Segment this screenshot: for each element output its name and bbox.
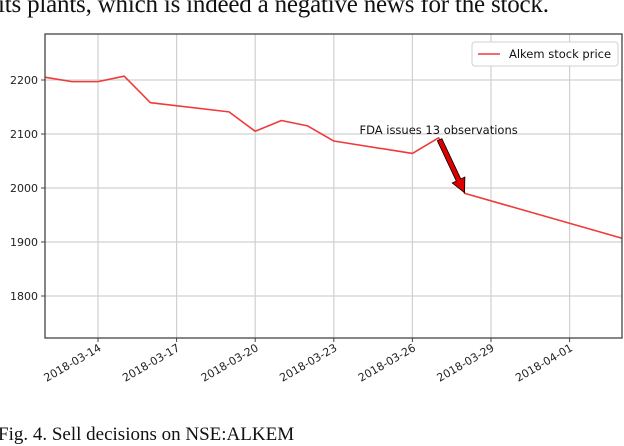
legend-label: Alkem stock price bbox=[509, 47, 611, 61]
y-tick-label: 2100 bbox=[10, 128, 38, 141]
y-tick-label: 2200 bbox=[10, 74, 38, 87]
legend: Alkem stock price bbox=[471, 41, 619, 67]
x-tick-label: 2018-03-26 bbox=[356, 341, 418, 384]
annotation-arrow-icon bbox=[436, 138, 466, 194]
annotation-text: FDA issues 13 observations bbox=[359, 123, 517, 137]
grid-lines bbox=[45, 34, 622, 338]
fda-annotation: FDA issues 13 observations bbox=[359, 123, 518, 194]
legend-box bbox=[471, 41, 619, 67]
price-line-series bbox=[45, 75, 623, 239]
figure-caption: Fig. 4. Sell decisions on NSE:ALKEM bbox=[0, 424, 295, 445]
y-tick-label: 1800 bbox=[10, 290, 38, 303]
x-tick-label: 2018-03-29 bbox=[435, 341, 497, 384]
y-axis-ticks: 1800 1900 2000 2100 2200 bbox=[10, 74, 45, 303]
y-tick-label: 1900 bbox=[10, 236, 38, 249]
body-text-top: its plants, which is indeed a negative n… bbox=[0, 0, 549, 18]
x-axis-ticks: 2018-03-14 2018-03-17 2018-03-20 2018-03-23… bbox=[42, 338, 575, 385]
price-line bbox=[45, 75, 623, 239]
x-tick-label: 2018-03-17 bbox=[120, 341, 182, 384]
arrow-shape bbox=[436, 138, 466, 194]
y-tick-label: 2000 bbox=[10, 182, 38, 195]
x-tick-label: 2018-03-20 bbox=[199, 341, 261, 384]
x-tick-label: 2018-03-23 bbox=[277, 341, 339, 384]
x-tick-label: 2018-03-14 bbox=[42, 341, 104, 384]
x-tick-label: 2018-04-01 bbox=[513, 341, 575, 384]
